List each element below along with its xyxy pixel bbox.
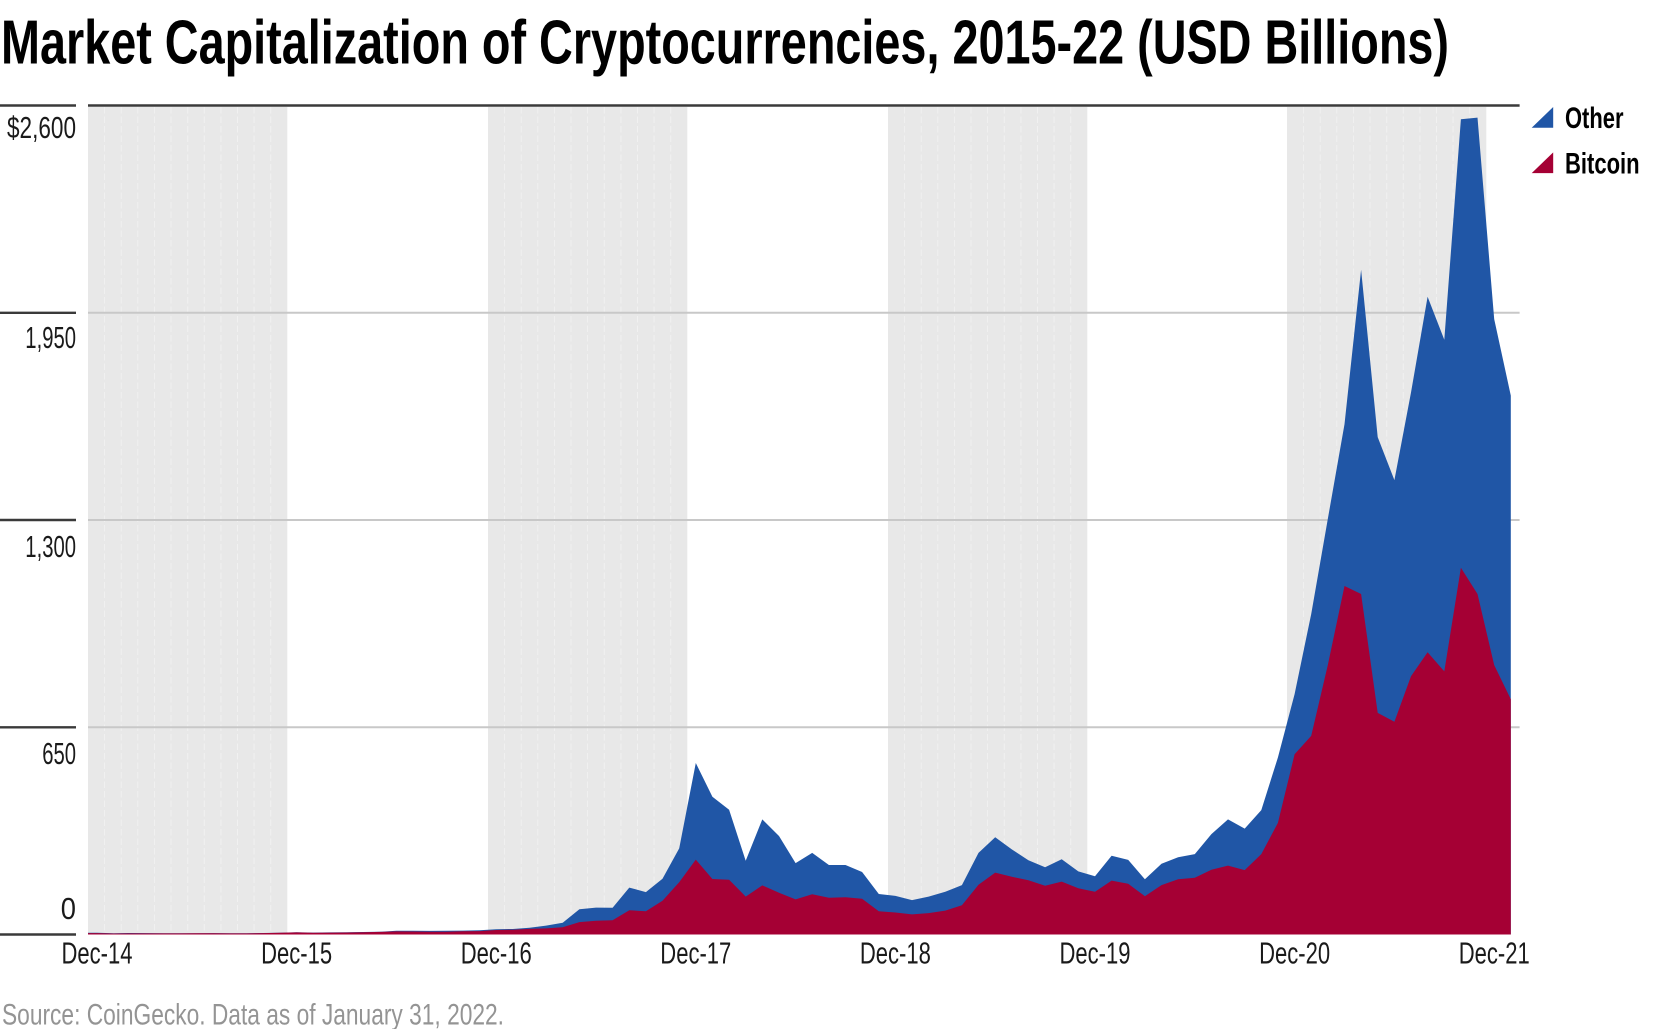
svg-text:Dec-19: Dec-19	[1060, 936, 1131, 971]
svg-text:0: 0	[61, 891, 76, 926]
svg-text:Dec-16: Dec-16	[461, 936, 532, 971]
svg-text:Dec-17: Dec-17	[660, 936, 731, 971]
svg-text:$2,600: $2,600	[7, 110, 76, 145]
svg-text:Dec-20: Dec-20	[1259, 936, 1330, 971]
svg-text:Bitcoin: Bitcoin	[1565, 147, 1640, 180]
svg-text:1,300: 1,300	[25, 529, 76, 564]
svg-text:Dec-14: Dec-14	[62, 936, 133, 971]
svg-text:Dec-21: Dec-21	[1459, 936, 1530, 971]
svg-text:Source: CoinGecko. Data as of: Source: CoinGecko. Data as of January 31…	[2, 998, 504, 1029]
svg-text:1,950: 1,950	[25, 320, 76, 355]
svg-text:Market Capitalization of Crypt: Market Capitalization of Cryptocurrencie…	[1, 9, 1449, 78]
svg-text:Other: Other	[1565, 102, 1624, 135]
svg-text:Dec-15: Dec-15	[261, 936, 332, 971]
svg-text:Dec-18: Dec-18	[860, 936, 931, 971]
svg-text:650: 650	[42, 736, 76, 771]
